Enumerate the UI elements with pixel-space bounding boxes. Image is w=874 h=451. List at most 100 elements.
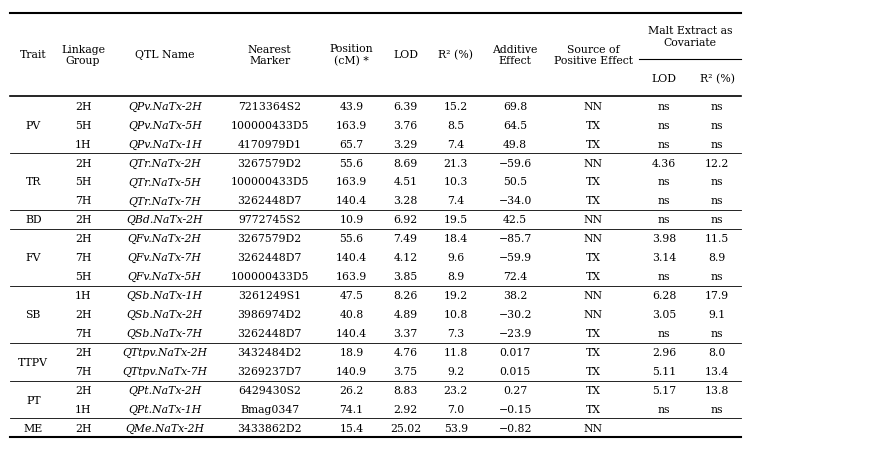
Text: 7.4: 7.4 — [447, 196, 464, 206]
Text: 2H: 2H — [75, 309, 91, 319]
Text: ns: ns — [658, 215, 670, 225]
Text: 47.5: 47.5 — [339, 290, 364, 300]
Text: TX: TX — [586, 385, 600, 395]
Text: 7.0: 7.0 — [447, 404, 464, 414]
Text: PT: PT — [26, 395, 40, 405]
Text: FV: FV — [25, 253, 41, 263]
Text: 69.8: 69.8 — [503, 101, 527, 111]
Text: 1H: 1H — [75, 290, 91, 300]
Text: 8.0: 8.0 — [709, 347, 725, 357]
Text: 140.4: 140.4 — [336, 196, 367, 206]
Text: 100000433D5: 100000433D5 — [231, 177, 309, 187]
Text: 55.6: 55.6 — [339, 158, 364, 168]
Text: ns: ns — [711, 215, 724, 225]
Text: −59.6: −59.6 — [498, 158, 532, 168]
Text: 3262448D7: 3262448D7 — [238, 253, 302, 263]
Text: LOD: LOD — [393, 50, 418, 60]
Text: 5H: 5H — [75, 120, 91, 130]
Text: 6429430S2: 6429430S2 — [238, 385, 302, 395]
Text: 15.2: 15.2 — [444, 101, 468, 111]
Text: 2H: 2H — [75, 423, 91, 433]
Text: 1H: 1H — [75, 404, 91, 414]
Text: Source of
Positive Effect: Source of Positive Effect — [553, 45, 633, 66]
Text: 64.5: 64.5 — [503, 120, 527, 130]
Text: TTPV: TTPV — [18, 357, 48, 367]
Text: 10.9: 10.9 — [339, 215, 364, 225]
Text: ns: ns — [658, 177, 670, 187]
Text: TX: TX — [586, 404, 600, 414]
Text: 3.98: 3.98 — [652, 234, 676, 244]
Text: 49.8: 49.8 — [503, 139, 527, 149]
Text: 3432484D2: 3432484D2 — [238, 347, 302, 357]
Text: 19.5: 19.5 — [444, 215, 468, 225]
Text: TR: TR — [25, 177, 41, 187]
Text: 3262448D7: 3262448D7 — [238, 328, 302, 338]
Text: 7.3: 7.3 — [447, 328, 464, 338]
Text: 8.26: 8.26 — [393, 290, 418, 300]
Text: ns: ns — [658, 196, 670, 206]
Text: 12.2: 12.2 — [705, 158, 729, 168]
Text: −85.7: −85.7 — [498, 234, 532, 244]
Text: QFv.NaTx-2H: QFv.NaTx-2H — [128, 234, 202, 244]
Text: 2H: 2H — [75, 385, 91, 395]
Text: 3433862D2: 3433862D2 — [238, 423, 302, 433]
Text: ns: ns — [711, 139, 724, 149]
Text: 5H: 5H — [75, 272, 91, 282]
Text: ns: ns — [658, 404, 670, 414]
Text: 7213364S2: 7213364S2 — [238, 101, 302, 111]
Text: 26.2: 26.2 — [339, 385, 364, 395]
Text: 0.015: 0.015 — [500, 366, 531, 376]
Text: 3.37: 3.37 — [393, 328, 418, 338]
Text: ns: ns — [711, 177, 724, 187]
Text: QTr.NaTx-5H: QTr.NaTx-5H — [128, 177, 201, 187]
Text: 7H: 7H — [75, 196, 91, 206]
Text: 50.5: 50.5 — [503, 177, 527, 187]
Text: 42.5: 42.5 — [503, 215, 527, 225]
Text: 38.2: 38.2 — [503, 290, 527, 300]
Text: 3986974D2: 3986974D2 — [238, 309, 302, 319]
Text: 17.9: 17.9 — [705, 290, 729, 300]
Text: ns: ns — [711, 196, 724, 206]
Text: ns: ns — [711, 328, 724, 338]
Text: QSb.NaTx-1H: QSb.NaTx-1H — [127, 290, 203, 301]
Text: 140.9: 140.9 — [336, 366, 367, 376]
Text: TX: TX — [586, 253, 600, 263]
Text: 6.28: 6.28 — [652, 290, 676, 300]
Text: 5.17: 5.17 — [652, 385, 676, 395]
Text: 13.4: 13.4 — [705, 366, 729, 376]
Text: 8.5: 8.5 — [447, 120, 464, 130]
Text: 3.29: 3.29 — [393, 139, 418, 149]
Text: ns: ns — [711, 101, 724, 111]
Text: 8.69: 8.69 — [393, 158, 418, 168]
Text: 6.39: 6.39 — [393, 101, 418, 111]
Text: 4.51: 4.51 — [393, 177, 418, 187]
Text: 19.2: 19.2 — [444, 290, 468, 300]
Text: 7.49: 7.49 — [393, 234, 418, 244]
Text: R² (%): R² (%) — [438, 50, 474, 60]
Text: 100000433D5: 100000433D5 — [231, 272, 309, 282]
Text: LOD: LOD — [652, 74, 676, 83]
Text: 140.4: 140.4 — [336, 328, 367, 338]
Text: 13.8: 13.8 — [705, 385, 729, 395]
Text: ns: ns — [658, 139, 670, 149]
Text: QPt.NaTx-1H: QPt.NaTx-1H — [128, 404, 201, 414]
Text: 100000433D5: 100000433D5 — [231, 120, 309, 130]
Text: 4.89: 4.89 — [393, 309, 418, 319]
Text: PV: PV — [25, 120, 41, 130]
Text: TX: TX — [586, 347, 600, 357]
Text: 43.9: 43.9 — [339, 101, 364, 111]
Text: Nearest
Marker: Nearest Marker — [248, 45, 291, 66]
Text: TX: TX — [586, 366, 600, 376]
Text: 2H: 2H — [75, 101, 91, 111]
Text: TX: TX — [586, 139, 600, 149]
Text: −23.9: −23.9 — [498, 328, 532, 338]
Text: 74.1: 74.1 — [339, 404, 364, 414]
Text: NN: NN — [584, 101, 602, 111]
Text: −0.15: −0.15 — [498, 404, 532, 414]
Text: QMe.NaTx-2H: QMe.NaTx-2H — [125, 423, 205, 433]
Text: QSb.NaTx-7H: QSb.NaTx-7H — [127, 328, 203, 338]
Text: 8.9: 8.9 — [709, 253, 725, 263]
Text: 3267579D2: 3267579D2 — [238, 158, 302, 168]
Text: 11.8: 11.8 — [444, 347, 468, 357]
Text: QBd.NaTx-2H: QBd.NaTx-2H — [127, 215, 203, 225]
